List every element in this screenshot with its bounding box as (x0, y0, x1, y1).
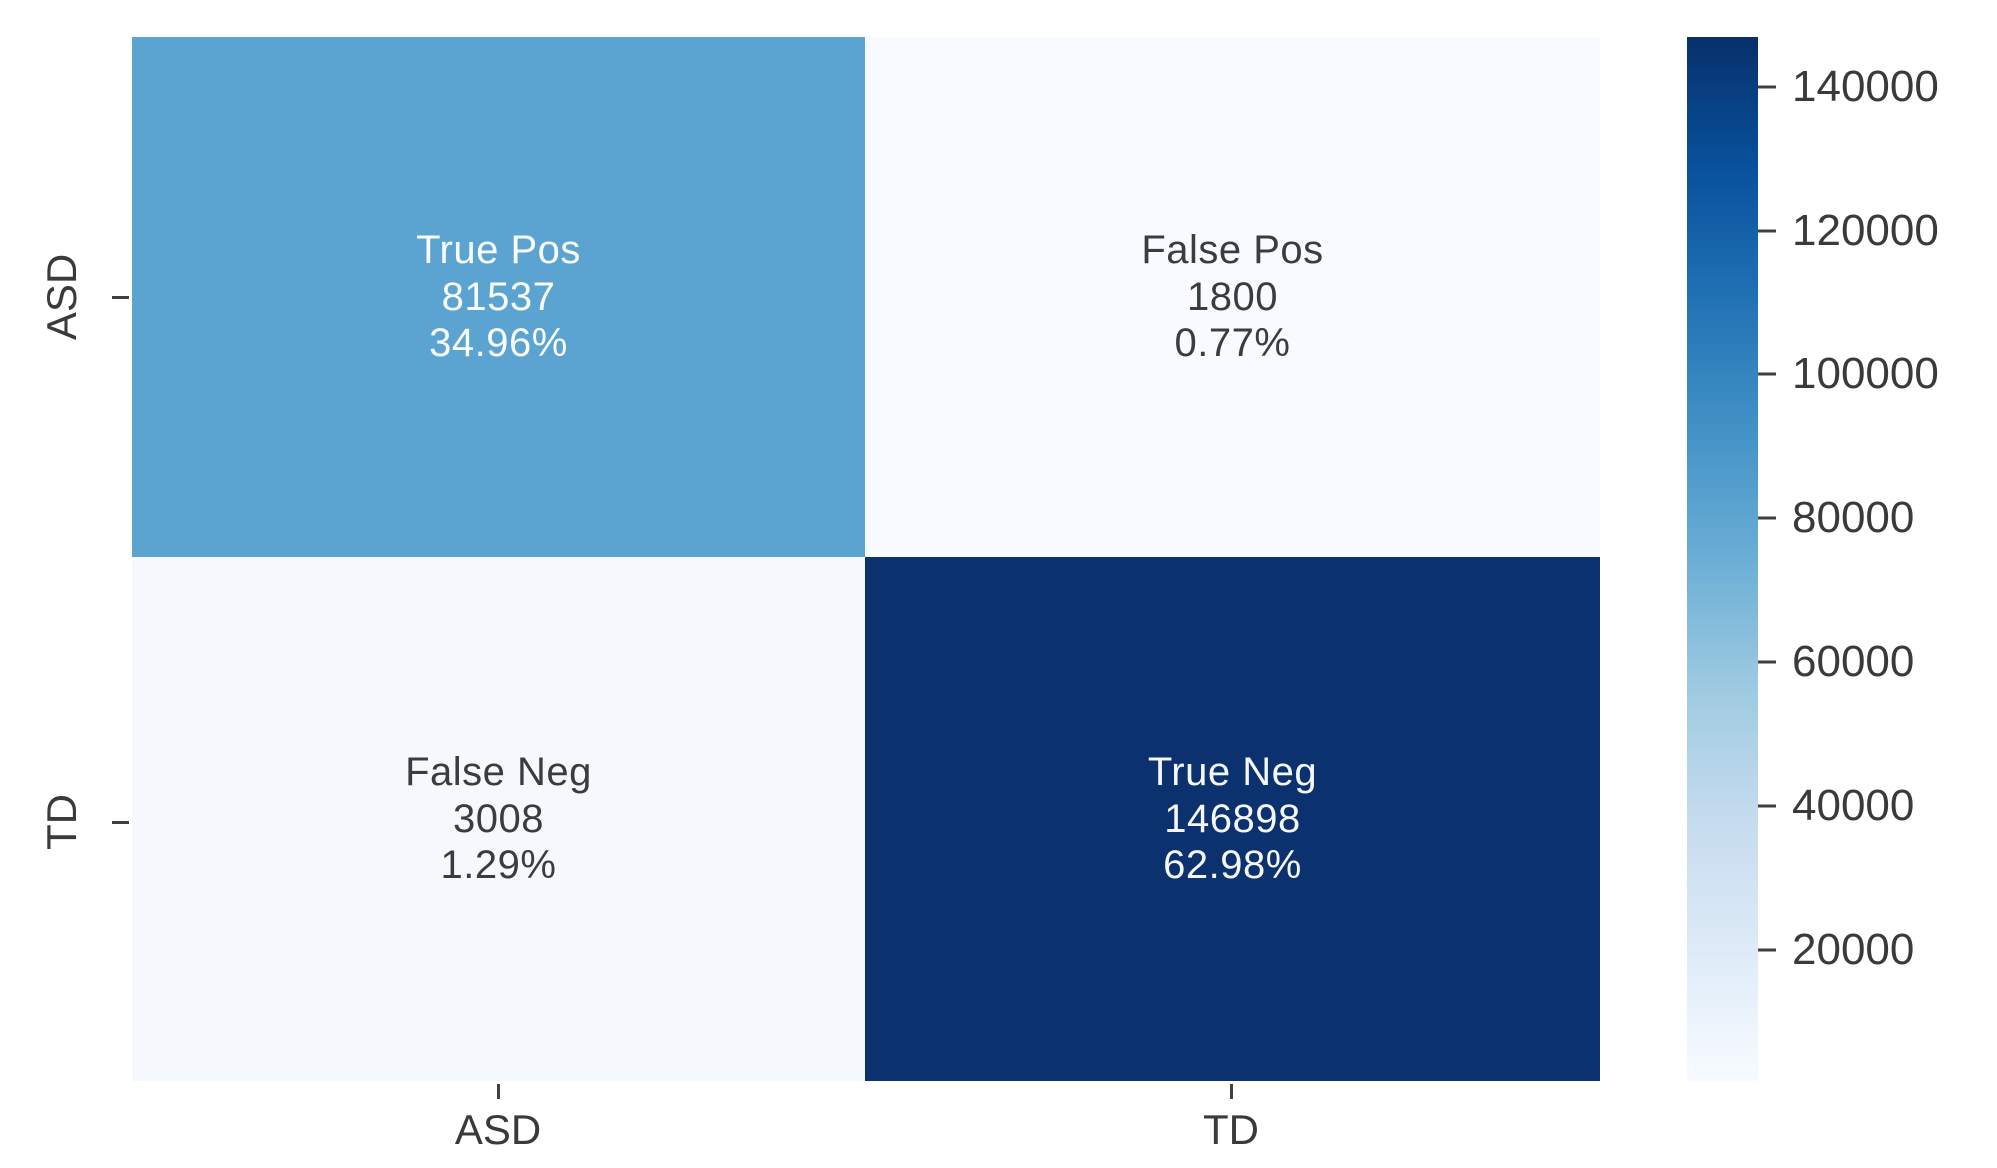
cell-percent: 34.96% (429, 321, 568, 366)
cell-annotation: True Neg 146898 62.98% (1148, 749, 1317, 889)
colorbar-ticks (1758, 37, 1776, 1081)
colorbar-tick-mark (1758, 660, 1776, 664)
cell-true-neg: True Neg 146898 62.98% (865, 557, 1600, 1081)
cell-percent: 0.77% (1174, 321, 1291, 366)
cell-count: 3008 (453, 796, 544, 841)
cell-false-pos: False Pos 1800 0.77% (865, 37, 1600, 557)
colorbar-tick-label: 140000 (1792, 61, 1939, 111)
x-axis-label-asd: ASD (454, 1106, 542, 1153)
cell-annotation: False Pos 1800 0.77% (1141, 227, 1323, 367)
cell-count: 1800 (1187, 274, 1278, 319)
cell-annotation: False Neg 3008 1.29% (405, 749, 592, 889)
cell-percent: 1.29% (440, 843, 557, 888)
colorbar-tick-label: 80000 (1792, 493, 1915, 543)
x-axis-label-td: TD (1203, 1106, 1259, 1153)
cell-label: True Pos (416, 227, 581, 272)
x-axis-tick-mark (497, 1084, 500, 1099)
colorbar-tick-mark (1758, 85, 1776, 89)
cell-true-pos: True Pos 81537 34.96% (132, 37, 865, 557)
cell-count: 81537 (441, 274, 556, 319)
cell-false-neg: False Neg 3008 1.29% (132, 557, 865, 1081)
colorbar-tick-mark (1758, 516, 1776, 520)
cell-label: False Neg (405, 749, 592, 794)
y-axis-tick-mark (112, 821, 129, 824)
cell-label: True Neg (1147, 749, 1318, 794)
y-axis-label-asd: ASD (38, 253, 85, 341)
y-axis-tick-mark (112, 296, 129, 299)
colorbar-tick-mark (1758, 372, 1776, 376)
colorbar-tick-label: 100000 (1792, 349, 1939, 399)
colorbar-tick-label: 120000 (1792, 205, 1939, 255)
cell-label: False Pos (1141, 227, 1324, 272)
colorbar-tick-mark (1758, 948, 1776, 952)
y-axis-label-td: TD (38, 794, 85, 850)
colorbar-tick-mark (1758, 804, 1776, 808)
x-axis-tick-mark (1230, 1084, 1233, 1099)
cell-count: 146898 (1164, 796, 1301, 841)
colorbar-tick-label: 60000 (1792, 637, 1915, 687)
cell-percent: 62.98% (1163, 843, 1302, 888)
colorbar-tick-mark (1758, 229, 1776, 233)
colorbar-labels: 20000 40000 60000 80000 100000 120000 140000 (1792, 37, 1992, 1081)
colorbar-gradient (1687, 37, 1758, 1081)
colorbar-tick-label: 20000 (1792, 925, 1915, 975)
heatmap-plot: True Pos 81537 34.96% False Pos 1800 0.7… (132, 37, 1600, 1081)
colorbar-tick-label: 40000 (1792, 781, 1915, 831)
cell-annotation: True Pos 81537 34.96% (416, 227, 581, 367)
